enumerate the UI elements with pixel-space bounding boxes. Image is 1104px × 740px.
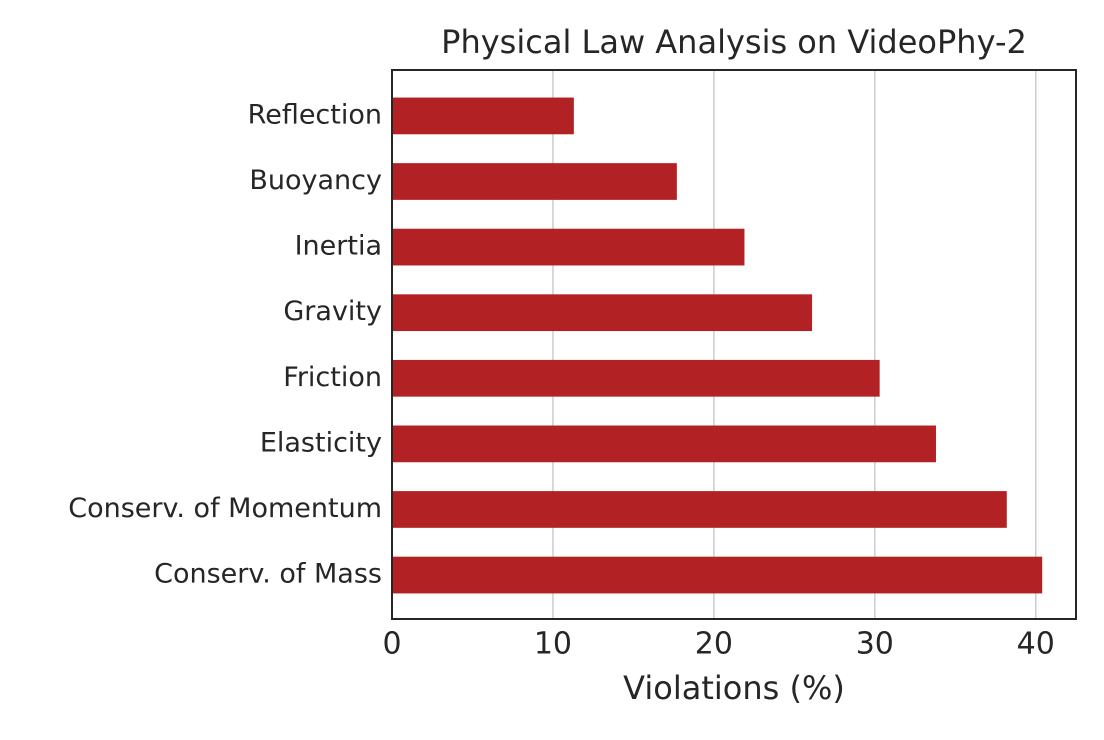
x-tick-label: 20 bbox=[695, 627, 733, 662]
bar bbox=[392, 425, 936, 463]
x-tick-label: 0 bbox=[382, 627, 401, 662]
bar bbox=[392, 97, 574, 135]
chart-title: Physical Law Analysis on VideoPhy-2 bbox=[441, 23, 1027, 61]
bar bbox=[392, 228, 745, 266]
bar bbox=[392, 359, 880, 397]
y-tick-label: Conserv. of Mass bbox=[154, 559, 382, 590]
y-tick-label: Reflection bbox=[248, 99, 382, 130]
x-tick-label: 10 bbox=[534, 627, 572, 662]
x-tick-label: 40 bbox=[1017, 627, 1055, 662]
y-tick-label: Gravity bbox=[283, 296, 382, 327]
y-tick-label: Inertia bbox=[295, 231, 382, 262]
bar bbox=[392, 491, 1007, 528]
x-tick-label: 30 bbox=[856, 627, 894, 662]
bar bbox=[392, 163, 677, 200]
bar bbox=[392, 556, 1043, 594]
y-tick-label: Friction bbox=[283, 362, 382, 393]
plot-frame bbox=[391, 69, 1077, 620]
y-tick-label: Conserv. of Momentum bbox=[68, 493, 382, 524]
y-tick-label: Buoyancy bbox=[249, 165, 382, 196]
y-tick-label: Elasticity bbox=[260, 427, 382, 458]
bar bbox=[392, 294, 813, 332]
x-axis-label: Violations (%) bbox=[623, 669, 845, 707]
